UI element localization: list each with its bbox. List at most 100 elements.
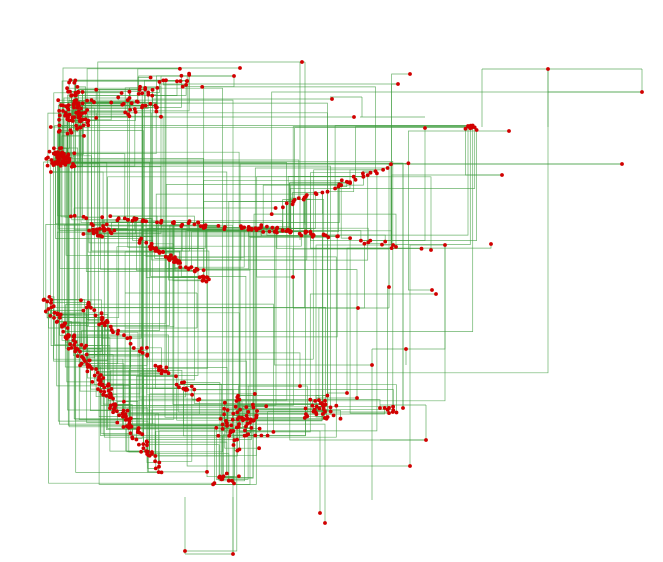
network-node (383, 239, 388, 244)
network-node (419, 246, 424, 251)
network-node (244, 405, 249, 409)
network-node (157, 80, 162, 84)
network-node (122, 333, 126, 338)
network-node (72, 93, 77, 98)
network-node (201, 275, 206, 280)
network-node (184, 386, 189, 391)
network-node (61, 109, 65, 113)
network-node (222, 412, 227, 417)
network-edge (155, 430, 233, 469)
network-node (361, 171, 365, 176)
network-node (230, 417, 235, 422)
network-node (66, 153, 70, 158)
network-node (48, 313, 53, 318)
network-edge (75, 323, 103, 352)
network-edge (236, 409, 388, 428)
network-node (171, 256, 175, 261)
network-node (296, 196, 301, 201)
network-node (144, 240, 149, 245)
network-node (179, 73, 184, 78)
network-node (252, 392, 257, 396)
network-node (130, 435, 135, 440)
network-edge (327, 176, 355, 193)
network-node (72, 333, 77, 338)
network-node (620, 162, 624, 166)
network-node (49, 305, 54, 310)
network-node (61, 329, 66, 334)
network-edge (156, 222, 199, 249)
network-node (359, 238, 363, 243)
network-node (98, 234, 103, 238)
network-node (113, 403, 118, 408)
network-node (65, 131, 70, 136)
network-node (237, 422, 241, 426)
network-node (323, 521, 327, 525)
network-node (394, 410, 399, 415)
network-edge (103, 225, 188, 390)
network-node (100, 382, 105, 387)
network-node (271, 430, 276, 434)
network-node (132, 216, 137, 221)
network-edge (146, 347, 162, 374)
network-node (70, 118, 74, 123)
network-edge (68, 155, 92, 224)
network-edge (382, 128, 471, 245)
network-edge (288, 182, 351, 231)
network-node (233, 404, 238, 409)
network-node (348, 180, 352, 185)
network-node (214, 425, 219, 430)
network-node (134, 99, 139, 104)
network-node (408, 72, 412, 76)
network-node (348, 236, 352, 241)
network-node (46, 307, 51, 311)
network-node (287, 229, 292, 234)
network-node (68, 342, 72, 347)
network-node (131, 346, 136, 350)
network-node (237, 447, 242, 452)
network-node (179, 224, 184, 229)
network-edge (44, 299, 85, 348)
network-node (66, 89, 70, 94)
network-edge (273, 399, 311, 433)
network-edge (182, 76, 235, 88)
network-node (108, 324, 113, 329)
network-node (72, 151, 77, 156)
network-node (101, 376, 106, 380)
network-node (139, 449, 144, 454)
network-node (406, 161, 411, 166)
network-node (97, 227, 102, 231)
network-edge (409, 244, 445, 466)
network-node (242, 225, 247, 230)
network-node (338, 416, 343, 421)
network-edge (253, 213, 272, 421)
network-edge (160, 251, 181, 263)
network-edge (99, 228, 207, 282)
network-edge (53, 153, 126, 219)
network-node (249, 426, 254, 430)
network-node (111, 410, 115, 415)
network-edge (172, 184, 340, 223)
network-node (317, 406, 322, 411)
network-node (49, 298, 54, 302)
network-node (184, 79, 189, 83)
network-node (73, 349, 78, 354)
network-node (146, 90, 151, 95)
network-node (177, 385, 181, 390)
network-node (52, 316, 56, 320)
network-node (328, 405, 333, 410)
network-edge (254, 192, 323, 421)
network-node (155, 220, 159, 225)
network-node (75, 105, 80, 110)
network-edge (323, 126, 469, 236)
network-node (330, 97, 334, 101)
network-edge (289, 181, 350, 232)
network-edge (271, 192, 323, 215)
network-edge (309, 293, 436, 400)
network-node (84, 352, 89, 357)
network-edge (97, 69, 549, 374)
network-node (423, 126, 427, 130)
network-node (150, 93, 155, 98)
network-node (115, 218, 120, 223)
network-edge (154, 248, 175, 259)
